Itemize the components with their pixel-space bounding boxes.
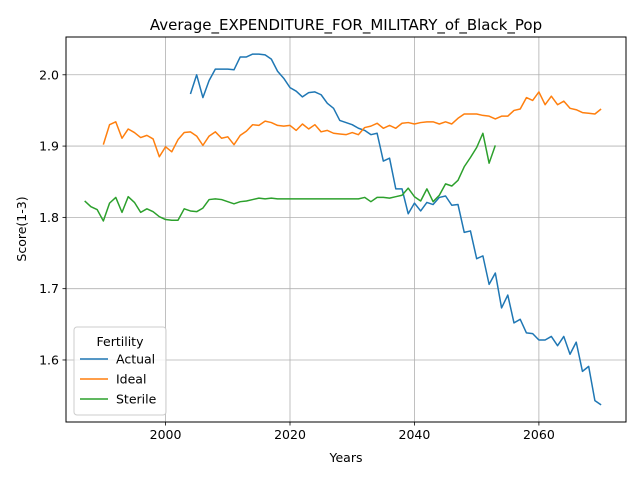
- x-axis-title: Years: [329, 450, 363, 465]
- series-line-ideal: [102, 91, 602, 158]
- chart-title: Average_EXPENDITURE_FOR_MILITARY_of_Blac…: [150, 16, 542, 35]
- y-tick-label: 1.8: [39, 210, 59, 225]
- legend: Fertility Actual Ideal Sterile: [73, 326, 167, 416]
- y-tick-label: 1.9: [39, 139, 59, 154]
- y-tick-label: 1.7: [39, 281, 59, 296]
- grid-lines: [66, 37, 626, 422]
- legend-label-ideal: Ideal: [116, 372, 146, 387]
- legend-box: [73, 326, 167, 416]
- y-tick-label: 2.0: [39, 67, 59, 82]
- series-lines: [84, 53, 602, 406]
- plot-area-frame: [65, 36, 627, 423]
- legend-label-actual: Actual: [116, 352, 155, 367]
- x-tick-label: 2020: [274, 427, 306, 442]
- legend-label-sterile: Sterile: [116, 392, 157, 407]
- x-tick-label: 2060: [523, 427, 555, 442]
- x-axis: 2000 2020 2040 2060: [150, 422, 555, 442]
- x-tick-label: 2000: [150, 427, 182, 442]
- y-tick-label: 1.6: [39, 352, 59, 367]
- series-line-actual: [189, 53, 602, 406]
- y-axis-title: Score(1-3): [14, 196, 29, 261]
- x-tick-label: 2040: [399, 427, 431, 442]
- series-line-sterile: [84, 132, 497, 222]
- legend-title: Fertility: [97, 334, 145, 349]
- y-axis: 1.6 1.7 1.8 1.9 2.0: [39, 67, 66, 367]
